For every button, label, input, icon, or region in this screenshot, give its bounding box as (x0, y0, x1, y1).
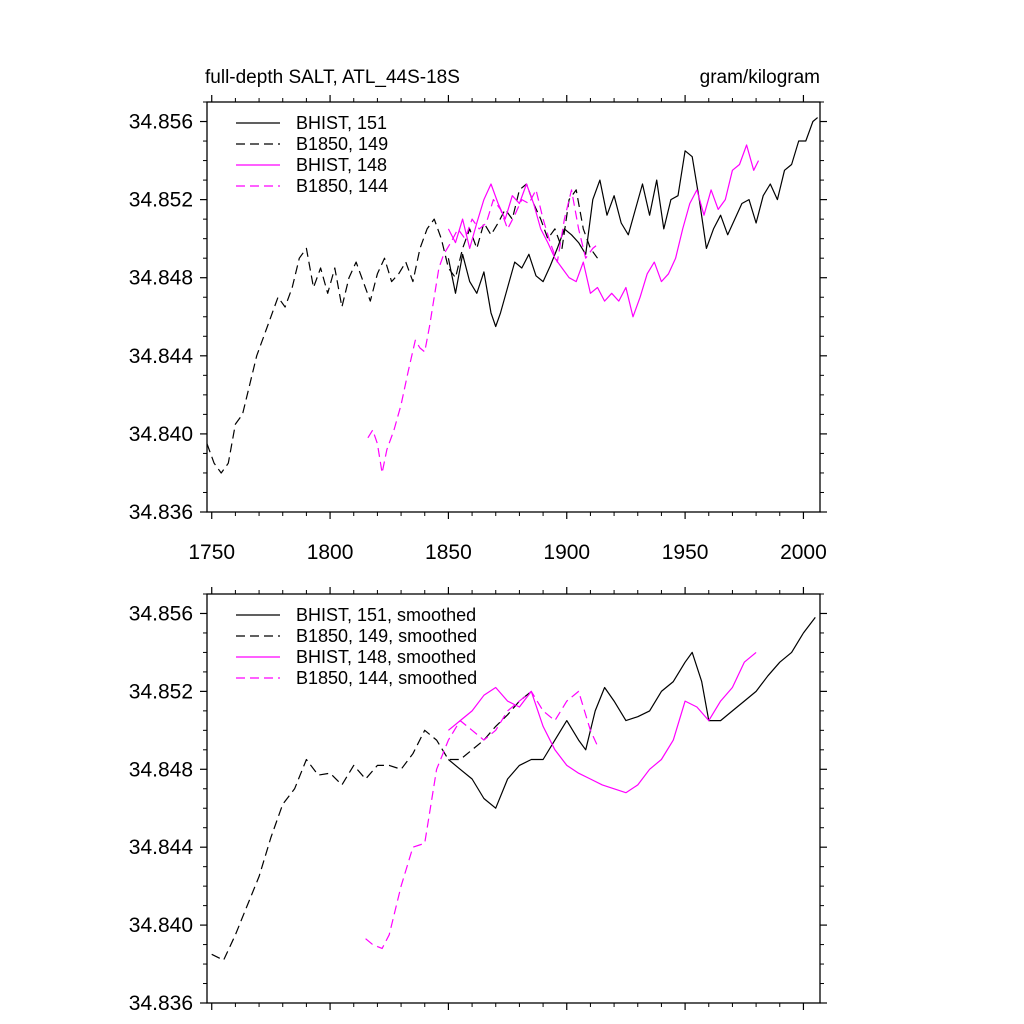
x-tick-label: 1800 (307, 541, 354, 564)
series-line (447, 117, 818, 328)
legend-label: BHIST, 151 (296, 113, 387, 133)
y-tick-label: 34.844 (129, 836, 194, 859)
y-tick-labels: 34.836 34.840 34.844 34.848 34.852 34.856 (129, 602, 194, 1015)
legend-label: B1850, 149 (296, 134, 388, 154)
series-line (206, 183, 598, 474)
legend-label: B1850, 149, smoothed (296, 626, 477, 646)
series-lines (211, 617, 816, 961)
plot-frame (206, 101, 821, 513)
y-tick-label: 34.844 (129, 345, 194, 368)
axis-ticks (200, 95, 827, 519)
x-tick-labels: 1750 1800 1850 1900 1950 2000 (188, 541, 826, 564)
chart-title-units: gram/kilogram (700, 67, 820, 88)
y-tick-label: 34.852 (129, 680, 193, 703)
legend-label: BHIST, 148, smoothed (296, 647, 476, 667)
x-tick-label: 2000 (780, 541, 827, 564)
y-tick-label: 34.840 (129, 423, 193, 446)
series-line (365, 690, 599, 950)
y-tick-label: 34.848 (129, 758, 193, 781)
axis-ticks (200, 587, 827, 1010)
series-line (211, 690, 532, 961)
y-tick-labels: 34.836 34.840 34.844 34.848 34.852 34.856 (129, 111, 194, 524)
chart-title-left: full-depth SALT, ATL_44S-18S (205, 67, 460, 88)
series-line (367, 189, 601, 474)
x-tick-label: 1950 (662, 541, 709, 564)
x-tick-label: 1750 (188, 541, 235, 564)
legend-label: B1850, 144, smoothed (296, 668, 477, 688)
y-tick-label: 34.852 (129, 189, 193, 212)
y-tick-label: 34.856 (129, 602, 193, 625)
series-line (447, 144, 760, 318)
x-tick-label: 1900 (543, 541, 590, 564)
series-line (448, 617, 816, 809)
plot-frame (206, 593, 821, 1004)
series-lines (206, 117, 818, 474)
legend-label: BHIST, 151, smoothed (296, 605, 476, 625)
series-line (448, 651, 757, 794)
y-tick-label: 34.836 (129, 992, 193, 1015)
legend-label: B1850, 144 (296, 176, 388, 196)
y-tick-label: 34.848 (129, 267, 193, 290)
y-tick-label: 34.856 (129, 111, 193, 134)
legend-label: BHIST, 148 (296, 155, 387, 175)
bottom-chart-panel: 34.836 34.840 34.844 34.848 34.852 34.856 BHI… (129, 587, 827, 1015)
y-tick-label: 34.836 (129, 501, 193, 524)
x-tick-label: 1850 (425, 541, 472, 564)
y-tick-label: 34.840 (129, 914, 193, 937)
top-chart-panel: full-depth SALT, ATL_44S-18S gram/kilogr… (129, 67, 827, 564)
